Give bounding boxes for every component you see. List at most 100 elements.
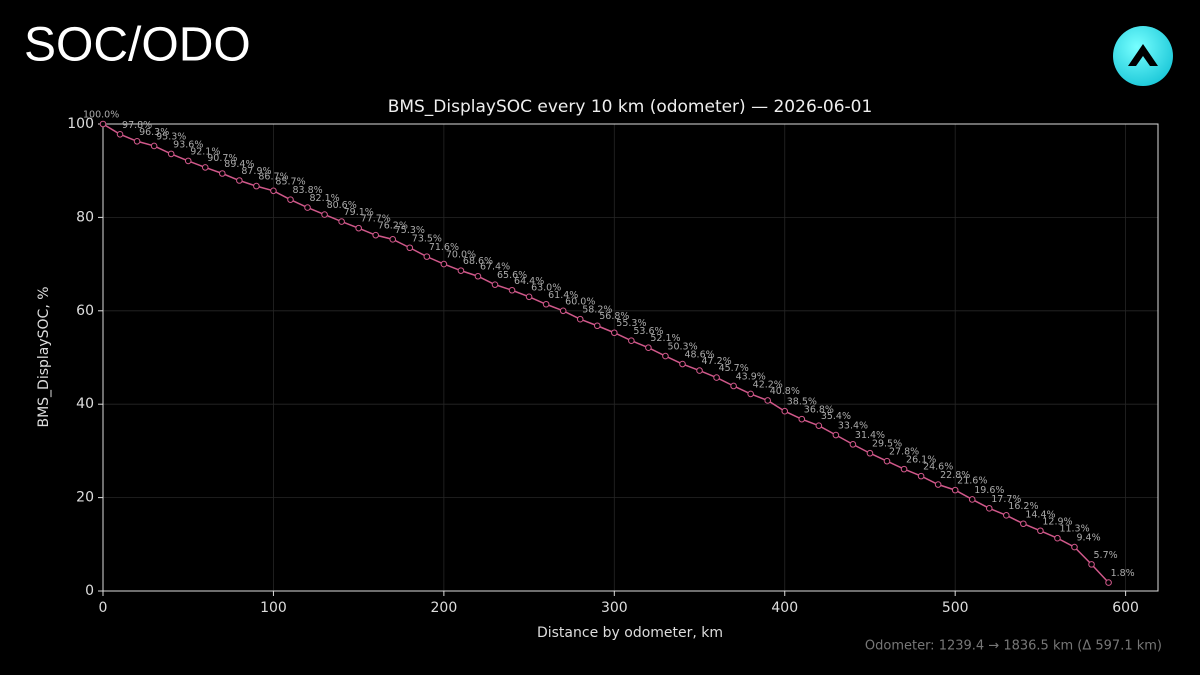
data-label: 92.1% — [190, 146, 220, 157]
logo-chevron — [1128, 44, 1158, 66]
data-point — [696, 367, 703, 374]
data-point — [900, 465, 908, 473]
data-point — [423, 253, 431, 260]
data-label: 87.9% — [241, 166, 271, 177]
data-label: 65.6% — [497, 270, 527, 281]
data-label: 71.6% — [429, 242, 459, 253]
data-point — [542, 300, 550, 308]
data-point — [1003, 512, 1010, 519]
x-tick-label: 500 — [942, 600, 969, 616]
data-label: 82.1% — [310, 193, 340, 204]
data-point — [1020, 520, 1027, 528]
data-point — [968, 496, 976, 503]
data-point — [440, 260, 448, 268]
plot-frame — [102, 123, 1159, 592]
data-point — [116, 130, 124, 138]
data-point — [764, 397, 772, 404]
data-point — [1071, 543, 1078, 551]
y-tick-label: 20 — [76, 490, 94, 506]
data-point — [1088, 561, 1095, 568]
data-label: 64.4% — [514, 276, 544, 287]
data-point — [815, 422, 823, 429]
data-label: 85.7% — [275, 176, 305, 187]
data-point — [253, 182, 260, 190]
data-point — [389, 236, 397, 243]
data-label: 9.4% — [1076, 533, 1100, 544]
data-label: 97.8% — [122, 120, 152, 131]
y-tick-label: 100 — [67, 116, 94, 132]
y-tick-label: 60 — [76, 303, 94, 319]
data-label: 61.4% — [548, 290, 578, 301]
data-label: 80.6% — [327, 200, 357, 211]
data-point — [406, 244, 414, 252]
data-point — [747, 390, 754, 398]
data-label: 31.4% — [855, 430, 885, 441]
data-label: 17.7% — [991, 494, 1021, 505]
data-label: 76.2% — [378, 221, 408, 232]
data-point — [611, 329, 618, 337]
footer-note: Odometer: 1239.4 → 1836.5 km (Δ 597.1 km… — [865, 639, 1162, 654]
data-point — [645, 344, 652, 351]
data-label: 83.8% — [292, 185, 322, 196]
data-label: 48.6% — [684, 350, 714, 361]
data-point — [593, 322, 601, 330]
data-label: 53.6% — [633, 326, 663, 337]
data-label: 38.5% — [787, 397, 817, 408]
data-label: 36.8% — [804, 405, 834, 416]
data-label: 45.7% — [719, 363, 749, 374]
data-point — [270, 187, 277, 195]
data-point — [99, 120, 107, 128]
data-point — [883, 457, 891, 465]
data-label: 14.4% — [1025, 509, 1055, 520]
data-point — [167, 150, 175, 158]
data-point — [321, 211, 328, 218]
data-label: 52.1% — [650, 333, 680, 344]
chart-title: BMS_DisplaySOC every 10 km (odometer) — … — [388, 97, 873, 117]
data-point — [491, 281, 499, 288]
data-label: 21.6% — [957, 476, 987, 487]
x-tick-label: 400 — [771, 600, 798, 616]
y-axis-label: BMS_DisplaySOC, % — [36, 286, 52, 427]
data-label: 55.3% — [616, 318, 646, 329]
data-label: 1.8% — [1111, 568, 1135, 579]
data-label: 75.3% — [395, 225, 425, 236]
data-label: 100.0% — [83, 110, 119, 121]
data-point — [849, 441, 857, 448]
data-point — [474, 272, 482, 280]
data-point — [662, 352, 669, 360]
data-label: 73.5% — [412, 233, 442, 244]
data-point — [287, 196, 294, 203]
data-label: 70.0% — [446, 250, 476, 261]
data-point — [679, 360, 686, 368]
data-label: 43.9% — [736, 371, 766, 382]
data-point — [951, 486, 959, 494]
data-label: 68.6% — [463, 256, 493, 267]
data-point — [934, 481, 942, 488]
data-label: 67.4% — [480, 262, 510, 273]
data-label: 24.6% — [923, 462, 953, 473]
data-label: 16.2% — [1008, 501, 1038, 512]
data-label: 58.2% — [582, 305, 612, 316]
data-point — [133, 137, 141, 145]
data-point — [236, 177, 243, 184]
data-label: 5.7% — [1094, 550, 1118, 561]
data-label: 27.8% — [889, 447, 919, 458]
y-tick-label: 0 — [85, 583, 94, 599]
data-label: 60.0% — [565, 296, 595, 307]
data-label: 11.3% — [1059, 524, 1089, 535]
data-label: 77.7% — [361, 214, 391, 225]
x-tick-label: 300 — [601, 600, 628, 616]
data-point — [525, 293, 533, 301]
data-label: 50.3% — [667, 342, 697, 353]
data-label: 40.8% — [770, 386, 800, 397]
data-label: 29.5% — [872, 439, 902, 450]
data-label: 90.7% — [207, 153, 237, 164]
data-label: 26.1% — [906, 455, 936, 466]
data-label: 89.4% — [224, 159, 254, 170]
x-tick-label: 600 — [1112, 600, 1139, 616]
data-label: 79.1% — [344, 207, 374, 218]
data-label: 42.2% — [753, 379, 783, 390]
data-point — [730, 382, 737, 390]
data-point — [184, 157, 192, 165]
data-label: 22.8% — [940, 470, 970, 481]
